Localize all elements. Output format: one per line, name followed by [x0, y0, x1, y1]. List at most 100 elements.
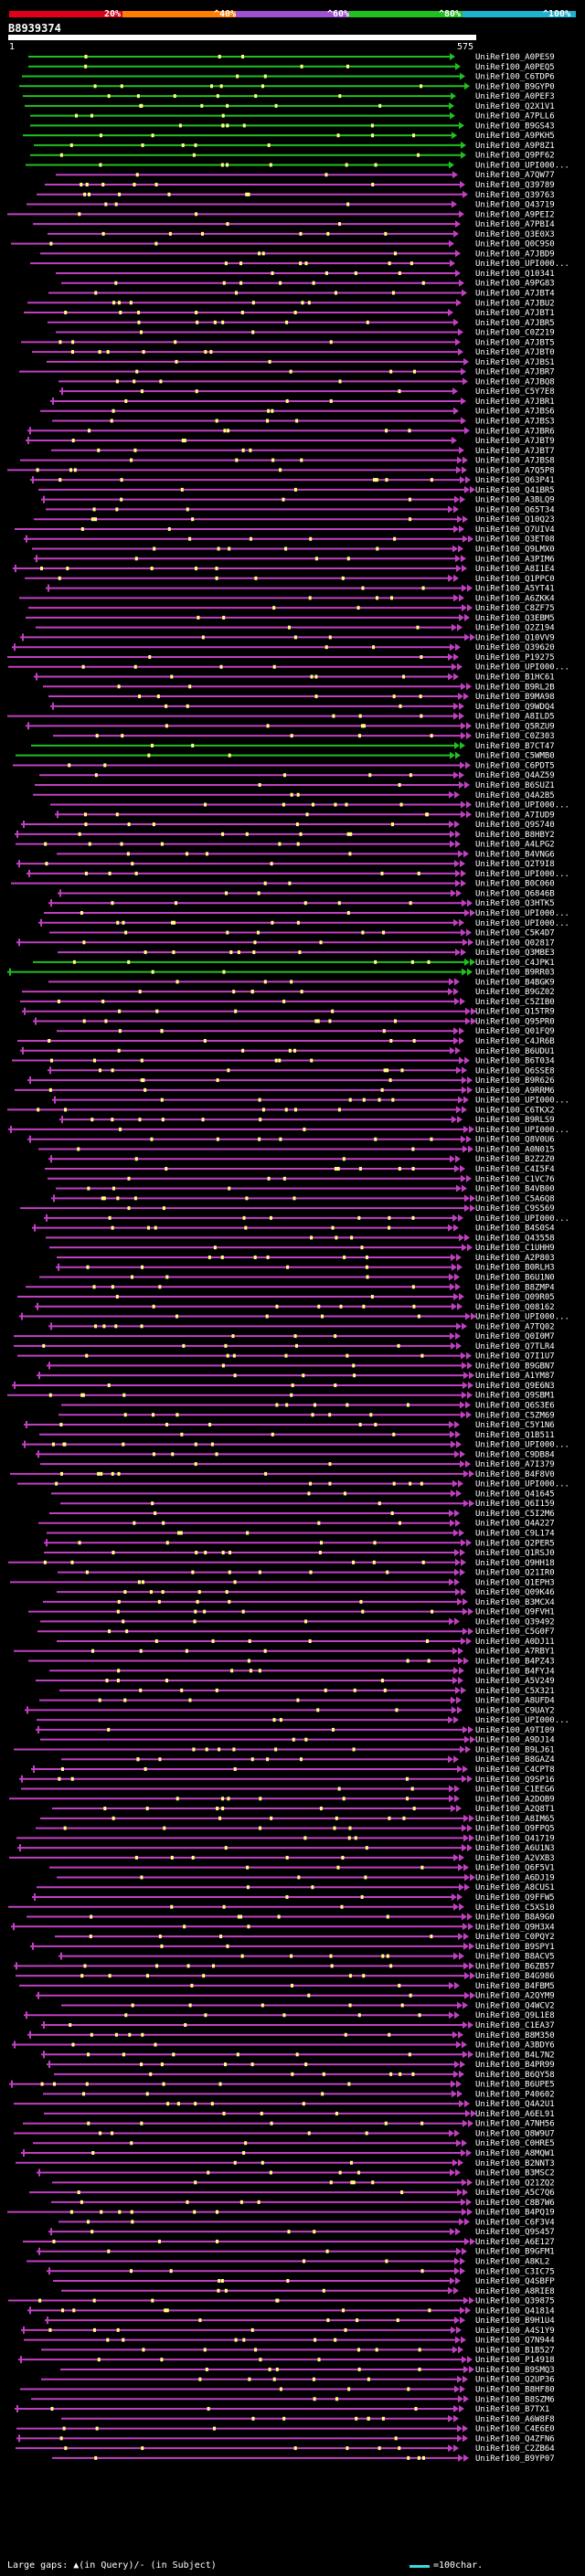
hit-end-arrow	[463, 2454, 469, 2462]
insertion-marker	[62, 2426, 66, 2431]
hit-row: UniRef100_Q3HTK5	[48, 899, 555, 908]
hit-row: UniRef100_Q02817	[16, 938, 555, 948]
insertion-marker	[181, 439, 185, 443]
insertion-marker	[150, 1137, 154, 1141]
insertion-marker	[181, 143, 185, 147]
insertion-marker	[137, 1580, 141, 1585]
insertion-marker	[203, 802, 207, 807]
insertion-marker	[417, 153, 420, 157]
insertion-marker	[257, 2200, 261, 2204]
insertion-marker	[70, 1776, 74, 1781]
hit-row: UniRef100_A8RIE8	[61, 2286, 555, 2296]
hit-end-arrow	[454, 997, 460, 1005]
insertion-marker	[121, 734, 124, 738]
query-id: B8939374	[8, 22, 61, 35]
gap-tick	[26, 1421, 27, 1429]
insertion-marker	[80, 1974, 84, 1978]
insertion-marker	[260, 2111, 263, 2115]
insertion-marker	[259, 2358, 262, 2362]
insertion-marker	[48, 1087, 52, 1092]
insertion-marker	[409, 901, 412, 906]
hit-row: UniRef100_Q39492	[40, 1617, 555, 1627]
hit-end-arrow	[456, 1440, 462, 1448]
insertion-marker	[362, 1304, 366, 1309]
insertion-marker	[304, 1619, 308, 1624]
hit-row: UniRef100_A8CUS1	[37, 1883, 555, 1892]
hit-end-arrow	[471, 1312, 476, 1320]
hit-end-arrow	[455, 1155, 461, 1163]
insertion-marker	[406, 1403, 410, 1407]
hit-end-arrow	[453, 1224, 459, 1232]
hit-end-arrow	[462, 2139, 467, 2147]
hit-label: UniRef100_Q9SP16	[475, 1776, 555, 1785]
insertion-marker	[90, 2230, 94, 2234]
insertion-marker	[328, 1019, 332, 1023]
hit-row: UniRef100_Q15TR9	[22, 1007, 555, 1017]
hit-end-arrow	[467, 2356, 473, 2364]
insertion-marker	[176, 1314, 179, 1319]
insertion-marker	[416, 625, 420, 630]
insertion-marker	[251, 330, 255, 334]
insertion-marker	[378, 103, 382, 108]
insertion-marker	[193, 1619, 197, 1624]
insertion-marker	[80, 1393, 84, 1397]
hit-end-arrow	[457, 1116, 463, 1124]
insertion-marker	[231, 1334, 235, 1339]
insertion-marker	[274, 1747, 278, 1752]
insertion-marker	[212, 2426, 216, 2431]
insertion-marker	[304, 1737, 308, 1742]
insertion-marker	[201, 635, 205, 640]
insertion-marker	[173, 94, 176, 99]
insertion-marker	[222, 281, 226, 285]
hit-row: UniRef100_Q4A2U1	[14, 2100, 555, 2109]
insertion-marker	[317, 1521, 321, 1525]
hit-end-arrow	[463, 1469, 469, 1478]
insertion-marker	[240, 1954, 244, 1958]
hit-end-arrow	[460, 1401, 465, 1409]
hit-label: UniRef100_B9MA98	[475, 693, 555, 702]
insertion-marker	[393, 536, 397, 541]
hit-label: UniRef100_Q4WCV2	[475, 2001, 555, 2010]
hit-label: UniRef100_Q9SBM1	[475, 1392, 555, 1401]
hit-end-arrow	[448, 1755, 453, 1764]
insertion-marker	[282, 1176, 286, 1181]
insertion-marker	[191, 1570, 195, 1574]
insertion-marker	[111, 1471, 114, 1476]
insertion-marker	[101, 1196, 104, 1201]
hit-end-arrow	[462, 1362, 467, 1370]
hit-label: UniRef100_A7I379	[475, 1460, 555, 1469]
insertion-marker	[329, 2180, 333, 2185]
insertion-marker	[430, 1137, 433, 1141]
insertion-marker	[384, 231, 388, 236]
hit-end-arrow	[456, 1106, 462, 1114]
insertion-marker	[342, 1157, 346, 1161]
insertion-marker	[221, 113, 225, 118]
insertion-marker	[100, 2210, 103, 2214]
hit-end-arrow	[468, 938, 473, 947]
insertion-marker	[218, 2279, 221, 2284]
hit-label: UniRef100_Q3HTK5	[475, 899, 555, 908]
insertion-marker	[275, 2367, 279, 2371]
insertion-marker	[420, 2269, 424, 2274]
gap-tick	[38, 2247, 40, 2255]
hit-row: UniRef100_B8M350	[27, 2030, 555, 2041]
insertion-marker	[84, 64, 88, 69]
hit-row: UniRef100_A7JBR7	[19, 367, 555, 377]
hit-label: UniRef100_Q6SSE8	[475, 1066, 555, 1076]
hit-end-arrow	[450, 1283, 455, 1291]
insertion-marker	[160, 842, 164, 846]
hit-end-arrow	[454, 790, 460, 799]
insertion-marker	[249, 1669, 252, 1673]
hit-row: UniRef100_B9YP07	[52, 2454, 555, 2464]
hit-label: UniRef100_B4S0S4	[475, 1224, 555, 1234]
insertion-marker	[49, 1058, 53, 1063]
hit-label: UniRef100_B8HF80	[475, 2385, 555, 2394]
hit-label: UniRef100_Q63P41	[475, 476, 555, 485]
hit-row: UniRef100_C5Y7E8	[59, 387, 555, 397]
insertion-marker	[206, 852, 209, 856]
insertion-marker	[392, 1432, 396, 1436]
gap-tick	[20, 2356, 22, 2364]
insertion-marker	[170, 1904, 174, 1909]
insertion-marker	[176, 980, 179, 984]
hit-label: UniRef100_Q39763	[475, 191, 555, 200]
